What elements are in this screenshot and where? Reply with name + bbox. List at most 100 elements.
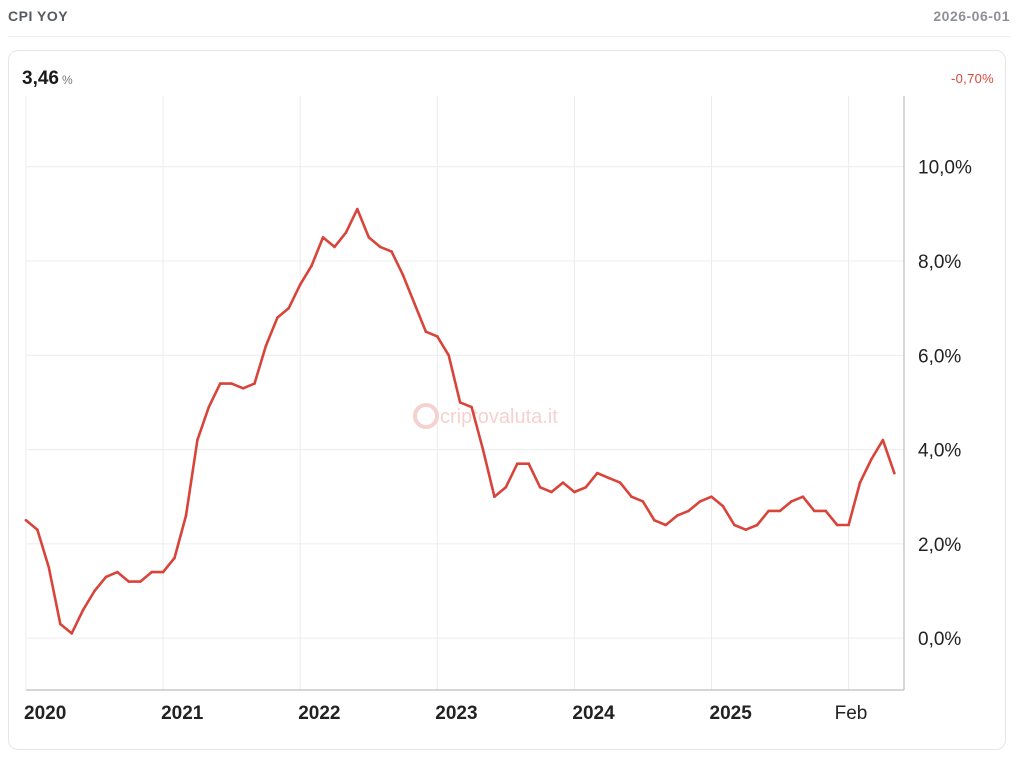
data-point <box>493 495 496 499</box>
data-point <box>424 330 428 334</box>
data-point <box>813 509 816 513</box>
grid-layer <box>25 96 904 690</box>
data-point <box>664 523 668 527</box>
y-tick-label: 8,0% <box>918 252 961 273</box>
data-point <box>298 283 302 286</box>
data-point <box>390 250 393 253</box>
data-point <box>710 495 713 499</box>
data-point <box>893 471 896 475</box>
data-point <box>310 264 313 268</box>
change-value: -0,70% <box>951 71 994 86</box>
data-point <box>653 519 656 522</box>
indicator-date: 2026-06-01 <box>933 8 1010 24</box>
data-point <box>116 570 119 574</box>
x-tick-label: 2023 <box>435 703 477 724</box>
data-point <box>367 236 371 239</box>
x-tick-label: 2025 <box>710 703 753 724</box>
data-point <box>276 316 279 319</box>
data-point <box>881 438 885 442</box>
data-point <box>378 245 382 249</box>
data-point <box>847 523 850 527</box>
data-point <box>218 382 222 385</box>
data-point <box>584 486 588 489</box>
x-tick-label: 2024 <box>572 703 615 724</box>
data-point <box>333 245 336 249</box>
data-point <box>230 382 233 385</box>
data-point <box>504 486 508 489</box>
series-layer <box>24 207 896 635</box>
data-point <box>698 500 702 503</box>
data-point <box>401 273 405 277</box>
data-point <box>607 476 610 480</box>
data-point <box>641 500 645 503</box>
data-point <box>458 401 462 404</box>
data-point <box>173 556 176 560</box>
data-point <box>538 486 542 489</box>
data-point <box>778 509 782 513</box>
data-point <box>36 528 39 531</box>
data-point <box>70 632 73 635</box>
data-point <box>790 500 793 503</box>
data-point <box>573 490 576 494</box>
current-value: 3,46% <box>22 68 73 90</box>
y-tick-label: 10,0% <box>918 158 972 179</box>
data-point <box>835 523 839 527</box>
x-tick-label: 2021 <box>161 703 204 724</box>
data-point <box>264 344 268 348</box>
data-point <box>413 302 416 305</box>
data-point <box>436 335 439 338</box>
data-point <box>675 514 679 517</box>
header-divider <box>8 36 1010 37</box>
y-tick-label: 0,0% <box>918 629 961 650</box>
data-point <box>93 589 96 593</box>
axis-layer: 0,0% 2,0% 4,0% 6,0% 8,0% 10,0% 2020 2021 2022 202… <box>24 96 972 724</box>
data-point <box>196 438 199 442</box>
data-point <box>59 622 62 626</box>
data-point <box>253 382 256 385</box>
data-point <box>550 490 553 494</box>
data-point <box>687 509 690 513</box>
data-point <box>207 405 211 409</box>
indicator-title: CPI YOY <box>8 8 69 24</box>
x-tick-label: 2020 <box>24 703 66 724</box>
data-point <box>801 495 805 499</box>
data-point <box>470 405 473 409</box>
data-point <box>824 509 827 513</box>
data-point <box>139 580 142 583</box>
watermark-logo-icon <box>413 403 439 429</box>
data-point <box>767 509 770 513</box>
data-point <box>744 528 748 531</box>
data-point <box>596 471 599 475</box>
data-point <box>561 481 565 484</box>
y-tick-label: 6,0% <box>918 346 961 367</box>
data-point <box>527 462 530 466</box>
data-point <box>870 457 873 461</box>
data-point <box>356 207 359 211</box>
data-point <box>516 462 519 466</box>
data-point <box>733 523 736 527</box>
data-point <box>81 608 85 612</box>
data-point <box>755 523 759 527</box>
x-tick-label: 2022 <box>298 703 340 724</box>
data-point <box>24 519 28 522</box>
data-point <box>184 514 188 517</box>
data-point <box>161 570 165 574</box>
y-tick-label: 2,0% <box>918 535 961 556</box>
data-point <box>481 448 485 451</box>
data-point <box>287 306 291 310</box>
data-point <box>47 566 51 569</box>
y-tick-label: 4,0% <box>918 441 961 462</box>
current-value-number: 3,46 <box>22 68 59 89</box>
x-tick-label: Feb <box>835 703 868 724</box>
watermark-text: criptovaluta.it <box>440 406 558 428</box>
data-point <box>618 481 622 484</box>
current-value-unit: % <box>61 73 73 87</box>
data-point <box>241 387 245 390</box>
data-point <box>447 354 451 357</box>
data-point <box>127 580 131 583</box>
data-point <box>104 575 108 579</box>
data-point <box>858 481 862 484</box>
data-point <box>321 236 325 239</box>
data-point <box>630 495 633 499</box>
